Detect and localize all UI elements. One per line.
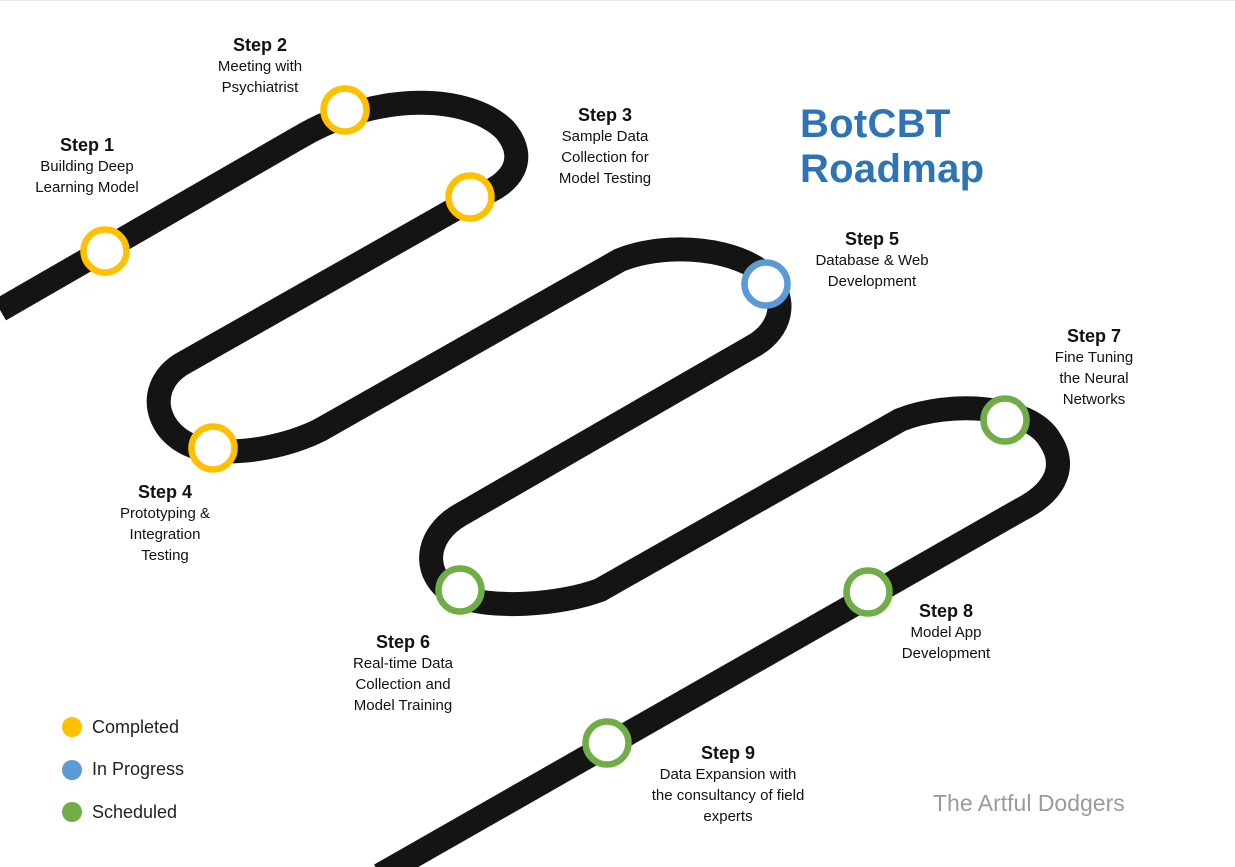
step-1-label: Step 1 Building Deep Learning Model	[0, 134, 182, 198]
legend-item-in-progress: In Progress	[62, 749, 184, 792]
legend: Completed In Progress Scheduled	[62, 706, 184, 834]
legend-label: In Progress	[92, 759, 185, 780]
step-title: Step 7	[1066, 326, 1122, 346]
step-title: Step 4	[137, 482, 193, 502]
step-description: Real-time Data Collection and Model Trai…	[352, 655, 454, 714]
step-title: Step 6	[375, 632, 431, 652]
step-8-marker	[843, 567, 893, 617]
page-title: BotCBT Roadmap	[800, 102, 985, 191]
step-9-marker	[582, 718, 632, 768]
step-title: Step 8	[918, 601, 974, 621]
step-description: Database & Web Development	[815, 252, 929, 290]
step-title: Step 9	[700, 743, 756, 763]
step-description: Prototyping & Integration Testing	[119, 505, 211, 564]
legend-item-completed: Completed	[62, 706, 184, 749]
author-credit: The Artful Dodgers	[933, 790, 1125, 816]
step-1-marker	[80, 226, 130, 276]
step-title: Step 1	[59, 135, 115, 155]
step-3-marker	[445, 172, 495, 222]
step-title: Step 2	[232, 35, 288, 55]
legend-label: Completed	[92, 716, 180, 737]
step-2-marker	[320, 85, 370, 135]
legend-dot	[62, 717, 82, 738]
step-5-label: Step 5 Database & Web Development	[777, 228, 967, 292]
step-6-label: Step 6 Real-time Data Collection and Mod…	[308, 631, 498, 716]
step-6-marker	[435, 565, 485, 615]
step-4-marker	[188, 423, 238, 473]
legend-label: Scheduled	[92, 801, 178, 822]
step-description: Data Expansion with the consultancy of f…	[651, 766, 805, 825]
step-description: Fine Tuning the Neural Networks	[1054, 349, 1134, 408]
step-title: Step 5	[844, 229, 900, 249]
step-title: Step 3	[577, 105, 633, 125]
step-8-label: Step 8 Model App Development	[851, 600, 1041, 664]
step-description: Building Deep Learning Model	[35, 158, 139, 196]
step-2-label: Step 2 Meeting with Psychiatrist	[165, 34, 355, 98]
step-3-label: Step 3 Sample Data Collection for Model …	[510, 104, 700, 189]
step-9-label: Step 9 Data Expansion with the consultan…	[613, 742, 843, 827]
step-description: Model App Development	[901, 624, 991, 662]
legend-dot	[62, 759, 82, 780]
step-description: Meeting with Psychiatrist	[217, 58, 303, 96]
step-7-marker	[980, 395, 1030, 445]
legend-dot	[62, 802, 82, 823]
top-rule	[0, 0, 1235, 1]
legend-item-scheduled: Scheduled	[62, 791, 184, 834]
step-description: Sample Data Collection for Model Testing	[558, 128, 652, 187]
step-5-marker	[741, 259, 791, 309]
step-4-label: Step 4 Prototyping & Integration Testing	[70, 481, 260, 566]
step-7-label: Step 7 Fine Tuning the Neural Networks	[999, 325, 1189, 410]
